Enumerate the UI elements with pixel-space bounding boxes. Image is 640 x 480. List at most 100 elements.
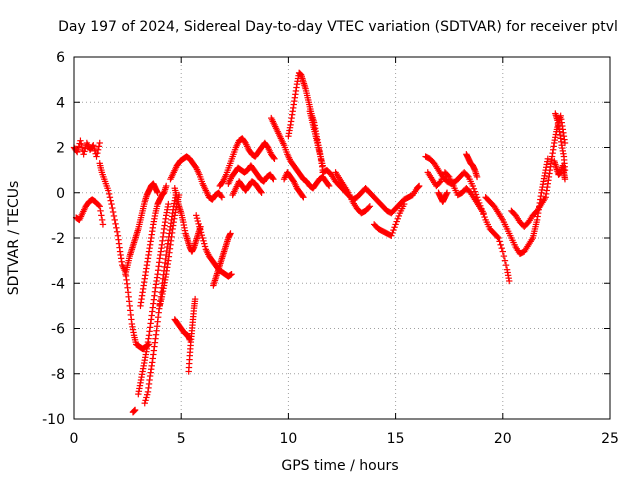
data-point xyxy=(105,190,113,198)
data-point xyxy=(191,295,199,303)
data-point xyxy=(544,155,552,163)
data-point xyxy=(97,207,104,215)
y-tick-label: 4 xyxy=(56,95,65,111)
data-point xyxy=(162,182,170,190)
x-tick-label: 0 xyxy=(70,431,79,447)
data-point xyxy=(499,248,506,255)
data-point xyxy=(131,406,139,414)
data-point xyxy=(109,208,117,216)
data-point xyxy=(99,221,107,228)
y-tick-label: -6 xyxy=(51,322,65,338)
data-point xyxy=(196,223,203,230)
data-point xyxy=(93,153,100,160)
data-point xyxy=(81,148,88,155)
data-point xyxy=(217,192,225,200)
data-point xyxy=(98,216,106,224)
data-point xyxy=(193,215,201,222)
data-point xyxy=(197,226,204,233)
data-point xyxy=(502,261,510,269)
y-tick-label: -10 xyxy=(42,412,65,428)
data-point xyxy=(388,232,395,239)
data-point xyxy=(195,220,202,228)
data-point xyxy=(90,144,98,152)
data-point xyxy=(481,213,488,221)
chart-title: Day 197 of 2024, Sidereal Day-to-day VTE… xyxy=(58,19,618,35)
data-point xyxy=(218,194,226,201)
data-point xyxy=(365,204,372,211)
data-point xyxy=(469,182,476,190)
y-tick-label: 6 xyxy=(56,50,65,66)
data-point xyxy=(415,182,423,190)
x-tick-label: 20 xyxy=(494,431,512,447)
data-point xyxy=(470,185,478,192)
x-tick-label: 15 xyxy=(387,431,405,447)
data-point xyxy=(496,238,503,245)
data-point xyxy=(141,399,148,407)
data-point xyxy=(107,197,114,204)
data-point xyxy=(74,145,82,153)
x-tick-label: 10 xyxy=(279,431,297,447)
data-point xyxy=(561,175,569,183)
data-point xyxy=(78,140,85,148)
data-point xyxy=(154,189,161,196)
data-point xyxy=(200,237,207,245)
data-point xyxy=(108,200,115,208)
y-axis-label: SDTVAR / TECUs xyxy=(6,181,22,296)
data-point xyxy=(78,144,86,151)
data-point xyxy=(257,188,264,195)
data-point xyxy=(77,137,84,144)
data-point xyxy=(319,162,326,169)
data-point xyxy=(227,230,234,237)
data-point xyxy=(393,218,400,225)
y-tick-label: -8 xyxy=(51,367,65,383)
data-point xyxy=(94,146,102,153)
data-point xyxy=(436,179,443,186)
y-tick-label: 2 xyxy=(56,141,65,157)
data-point xyxy=(561,166,569,174)
data-point xyxy=(561,139,569,147)
data-point xyxy=(498,244,505,252)
y-tick-label: -2 xyxy=(51,231,65,247)
data-point xyxy=(90,142,97,149)
data-point xyxy=(444,172,452,179)
data-point xyxy=(390,226,397,234)
data-point xyxy=(199,234,206,242)
data-point xyxy=(105,187,112,194)
x-tick-label: 25 xyxy=(601,431,619,447)
data-point xyxy=(106,194,114,201)
data-point xyxy=(495,234,502,242)
data-point xyxy=(471,188,479,195)
data-point xyxy=(80,151,87,158)
data-point xyxy=(194,217,202,225)
data-point xyxy=(271,155,278,163)
data-point xyxy=(325,182,333,190)
data-point xyxy=(193,212,200,219)
data-point xyxy=(165,200,172,208)
data-point xyxy=(299,192,306,200)
data-point xyxy=(201,240,208,247)
plot-frame xyxy=(73,56,611,420)
data-point xyxy=(270,175,277,183)
data-point xyxy=(300,194,307,201)
data-points xyxy=(70,69,569,416)
data-point xyxy=(111,216,118,224)
data-point xyxy=(95,201,102,209)
data-point xyxy=(143,391,151,398)
data-point xyxy=(497,241,504,248)
data-point xyxy=(201,243,209,250)
grid-lines xyxy=(74,57,610,419)
data-point xyxy=(143,394,150,401)
data-point xyxy=(395,212,403,220)
data-point xyxy=(270,154,277,161)
data-point xyxy=(464,172,471,179)
data-point xyxy=(113,228,121,235)
data-point xyxy=(197,229,205,236)
y-tick-label: 0 xyxy=(56,186,65,202)
data-point xyxy=(366,203,374,210)
data-point xyxy=(228,271,235,278)
data-point xyxy=(325,181,332,189)
data-point xyxy=(392,221,399,228)
data-point xyxy=(394,215,401,222)
y-tick-label: -4 xyxy=(51,276,65,292)
